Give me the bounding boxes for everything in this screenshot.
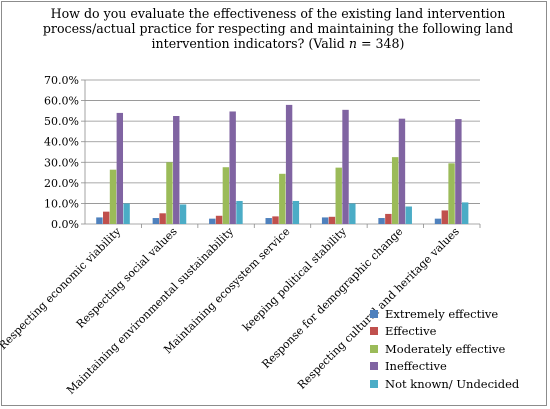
x-tick-label: keeping political stability xyxy=(240,224,350,334)
bar xyxy=(398,118,406,224)
legend-swatch xyxy=(370,327,378,336)
bar xyxy=(448,163,455,224)
chart-title-part-1: How do you evaluate the effectiveness of… xyxy=(42,6,514,51)
bar xyxy=(159,213,166,224)
bar xyxy=(96,217,103,224)
y-tick-label: 60.0% xyxy=(44,95,79,108)
y-tick-label: 10.0% xyxy=(44,197,79,210)
legend-label: Effective xyxy=(385,324,437,339)
bar xyxy=(209,218,216,224)
bar xyxy=(116,112,124,224)
legend-item: Effective xyxy=(370,323,519,341)
legend-swatch xyxy=(370,362,378,371)
bar xyxy=(265,218,272,224)
bar xyxy=(222,167,230,224)
bar xyxy=(391,157,399,224)
bar xyxy=(385,213,392,224)
legend-item: Ineffective xyxy=(370,358,519,376)
legend-swatch xyxy=(370,379,378,388)
x-tick-label: Respecting economic viability xyxy=(0,224,124,352)
legend-label: Extremely effective xyxy=(385,306,499,321)
y-tick-label: 70.0% xyxy=(44,74,79,87)
y-tick-label: 40.0% xyxy=(44,136,79,149)
bar xyxy=(455,119,462,224)
bar xyxy=(123,203,130,224)
legend-label: Moderately effective xyxy=(385,341,506,356)
bar xyxy=(285,104,293,224)
bar xyxy=(335,167,342,224)
bar xyxy=(173,116,180,224)
bar xyxy=(236,200,243,224)
y-tick-label: 30.0% xyxy=(44,156,79,169)
bar xyxy=(166,162,173,224)
bar xyxy=(103,211,110,224)
legend: Extremely effective Effective Moderately e… xyxy=(370,305,519,393)
chart-title: How do you evaluate the effectiveness of… xyxy=(40,6,516,51)
bar xyxy=(109,169,117,224)
legend-label: Not known/ Undecided xyxy=(385,376,520,391)
bar xyxy=(292,200,300,224)
legend-item: Not known/ Undecided xyxy=(370,375,519,393)
y-tick-label: 0.0% xyxy=(51,218,79,231)
legend-swatch xyxy=(370,309,378,318)
bar xyxy=(179,204,187,224)
bar xyxy=(229,111,236,224)
bar xyxy=(272,216,279,224)
x-tick-label: Respecting social values xyxy=(74,225,180,331)
legend-swatch xyxy=(370,344,378,353)
bar xyxy=(378,218,385,224)
bar xyxy=(434,218,442,224)
bar xyxy=(349,203,356,224)
chart-title-part-3: = 348) xyxy=(356,36,405,51)
bar xyxy=(342,109,349,224)
bar xyxy=(328,216,336,224)
legend-item: Moderately effective xyxy=(370,340,519,358)
bar xyxy=(461,202,469,224)
bar xyxy=(215,215,223,224)
legend-label: Ineffective xyxy=(385,359,447,374)
bar xyxy=(279,173,286,224)
y-tick-label: 20.0% xyxy=(44,177,79,190)
y-tick-label: 50.0% xyxy=(44,115,79,128)
bar xyxy=(405,206,412,224)
bar xyxy=(321,217,329,224)
legend-item: Extremely effective xyxy=(370,305,519,323)
chart-title-n: n xyxy=(348,36,357,51)
bar xyxy=(152,218,160,224)
bar xyxy=(441,210,448,224)
